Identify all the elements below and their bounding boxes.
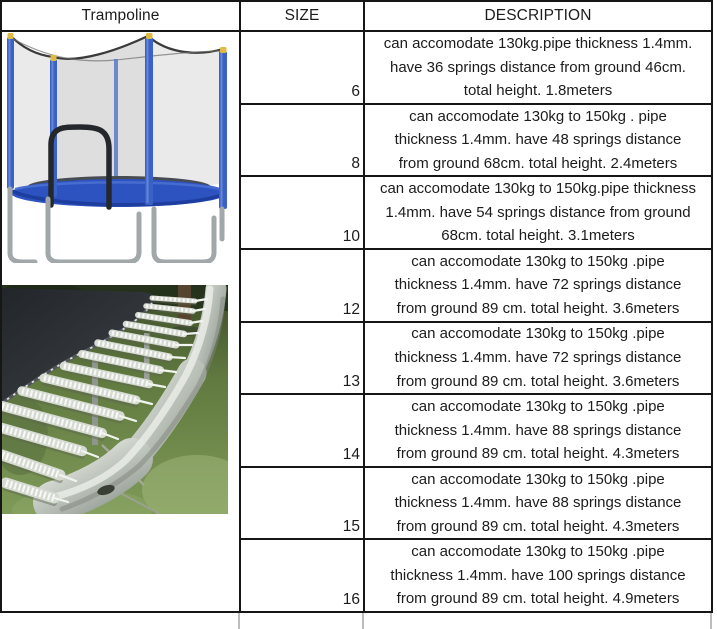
size-column-header: SIZE [239,2,363,30]
frame-rim [33,278,227,523]
description-cell: can accomodate 130kg.pipe thickness 1.4m… [363,30,711,103]
pole-cap [220,47,227,53]
size-cell: 14 [239,393,363,466]
grid-line-stub [238,613,240,629]
size-cell: 15 [239,465,363,539]
mat-edge [2,288,155,403]
grid-line-stub [710,613,712,629]
door-arch [48,124,112,210]
description-cell: can accomodate 130kg to 150kg . pipe thi… [363,102,711,176]
description-cell: can accomodate 130kg to 150kg .pipe thic… [363,465,711,539]
springs-illustration [0,278,252,532]
tree-trunk [178,285,191,327]
trampoline-illustration [7,33,227,265]
pole-cap [7,33,14,39]
product-column-header: Trampoline [81,7,160,24]
size-cell: 8 [239,102,363,176]
back-pole [114,59,118,177]
rim-bolt [97,484,115,496]
spring-hooks [52,297,209,504]
pole-cap [146,33,153,39]
size-cell: 16 [239,538,363,611]
springs-photo [0,278,252,532]
description-cell: can accomodate 130kg to 150kg .pipe thic… [363,320,711,394]
description-cell: can accomodate 130kg to 150kg .pipe thic… [363,538,711,611]
size-cell: 6 [239,30,363,103]
size-cell: 12 [239,247,363,321]
description-cell: can accomodate 130kg to 150kg.pipe thick… [363,175,711,248]
description-cell: can accomodate 130kg to 150kg .pipe thic… [363,393,711,466]
size-cell: 13 [239,320,363,394]
pole-cap [50,55,57,61]
spec-table: Trampoline SIZE DESCRIPTION [0,0,713,613]
grid-line-stub [362,613,364,629]
enclosure-poles [7,33,227,209]
product-image-cell [0,30,252,611]
legs [7,186,225,265]
springs-group [0,295,209,506]
trampoline-photo [3,33,236,265]
frame-pad [11,179,227,207]
description-column-header: DESCRIPTION [363,2,711,30]
frame-post [144,333,150,383]
size-cell: 10 [239,175,363,248]
description-cell: can accomodate 130kg to 150kg .pipe thic… [363,247,711,321]
frame-post [92,353,98,445]
